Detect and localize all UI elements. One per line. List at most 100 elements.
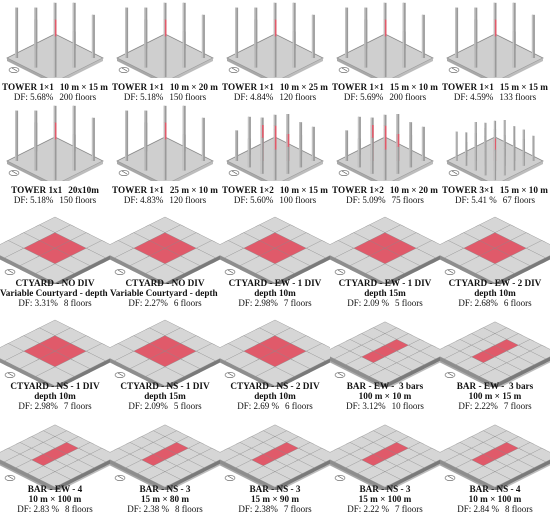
label-df: DF: 5.68% xyxy=(13,92,54,102)
massing-diagram xyxy=(116,2,214,78)
label-line: BAR - EW - 3 bars xyxy=(440,381,550,391)
tower xyxy=(235,130,239,161)
label-line: TOWER 1×2 10 m × 15 m xyxy=(220,185,330,195)
block-side xyxy=(495,273,515,284)
massing-diagram xyxy=(440,424,550,490)
block-side xyxy=(369,479,385,490)
tower xyxy=(72,2,76,49)
tower-light xyxy=(455,7,457,59)
label-line: BAR - NS - 3 xyxy=(110,484,220,494)
north-arrow-line xyxy=(7,269,14,274)
tower-light xyxy=(144,122,146,171)
tower-light xyxy=(201,117,204,161)
block-side xyxy=(310,461,326,474)
site-slab-edge xyxy=(283,58,323,78)
df-line: DF: 3.12% 10 floors xyxy=(330,401,440,411)
label-floors: 200 floors xyxy=(389,92,427,102)
label-line: TOWER 3×1 15 m × 10 m xyxy=(440,185,550,195)
morphology-cell: TOWER 1×1 10 m × 15 m DF: 5.68% 200 floors xyxy=(0,0,110,103)
tower-light xyxy=(163,36,165,78)
tower-light xyxy=(72,2,75,49)
tower xyxy=(72,105,76,152)
north-arrow-icon xyxy=(224,372,236,378)
tower xyxy=(512,2,516,49)
block-side xyxy=(518,467,534,480)
block xyxy=(365,263,405,284)
label-line: depth 10m xyxy=(0,391,110,401)
block xyxy=(258,471,292,488)
df-line: DF: 4.59% 133 floors xyxy=(440,92,550,102)
north-arrow-icon xyxy=(448,170,460,176)
north-arrow-icon xyxy=(334,269,346,275)
site-slab-edge xyxy=(63,58,103,78)
label-dims: 25 m × 10 m xyxy=(169,185,218,195)
block-side xyxy=(444,358,460,371)
label-title: BAR - EW - 3 bars xyxy=(346,381,424,391)
label-line: BAR - EW - 4 xyxy=(0,484,110,494)
tower-light xyxy=(474,19,476,68)
label-floors: 8 floors xyxy=(175,504,203,514)
tower-light xyxy=(421,126,424,161)
tower-light xyxy=(531,14,534,59)
north-arrow-icon xyxy=(8,67,20,73)
tower-light xyxy=(532,135,534,161)
label-floors: 5 floors xyxy=(395,298,423,308)
tower xyxy=(299,135,303,168)
label-floors: 150 floors xyxy=(169,92,207,102)
label-df: DF: 4.83% xyxy=(123,195,164,205)
tower xyxy=(493,150,497,181)
block-side xyxy=(416,257,436,272)
block-side xyxy=(35,376,55,387)
tower-light xyxy=(513,126,515,152)
tower xyxy=(182,2,186,49)
label-line: 10 m × 100 m xyxy=(0,494,110,504)
tower xyxy=(484,136,487,166)
block-side xyxy=(55,273,75,284)
df-line: DF: 2.98% 7 floors xyxy=(220,298,330,308)
morphology-cell: TOWER 1×1 25 m × 10 m DF: 4.83% 120 floors xyxy=(110,103,220,206)
tower xyxy=(91,117,95,161)
morphology-cell: TOWER 1×2 10 m × 20 m DF: 5.09% 75 floors xyxy=(330,103,440,206)
north-arrow-line xyxy=(117,269,124,274)
tower-light xyxy=(512,2,515,49)
label-title: BAR - EW - 4 xyxy=(27,484,83,494)
north-arrow-line xyxy=(451,170,458,175)
block-side xyxy=(35,273,55,284)
tower-red-light xyxy=(383,129,385,168)
block-side xyxy=(39,479,55,490)
massing-diagram xyxy=(0,424,110,490)
tower-light xyxy=(292,31,295,68)
tower xyxy=(125,110,129,161)
df-line: DF: 2.22 % 7 floors xyxy=(330,504,440,514)
tower xyxy=(34,19,38,68)
block-side xyxy=(510,265,530,280)
massing-diagram xyxy=(0,319,110,387)
morphology-cell: BAR - EW - 3 bars 100 m × 15 m DF: 2.22% 7 … xyxy=(440,309,550,412)
tower-light xyxy=(286,114,288,149)
morphology-cell: CTYARD - NS - 1 DIV depth 15m DF: 2.09% 5 f… xyxy=(110,309,220,412)
tower xyxy=(421,126,425,161)
tower xyxy=(383,149,387,181)
label-line: TOWER 1×1 10 m × 15 m xyxy=(0,82,110,92)
block-side xyxy=(145,376,165,387)
label-line: CTYARD - NS - 1 DIV xyxy=(0,381,110,391)
tower-red xyxy=(273,129,277,168)
tower-light xyxy=(91,14,94,59)
north-arrow-line xyxy=(341,170,348,175)
north-arrow-line xyxy=(337,475,344,480)
tower xyxy=(357,138,361,168)
tower xyxy=(247,116,251,155)
label-floors: 5 floors xyxy=(173,401,202,411)
block-side xyxy=(369,376,385,387)
tower-light xyxy=(286,146,288,174)
tower-light xyxy=(493,36,495,78)
block-side xyxy=(460,265,480,280)
df-line: DF: 2.83 % 8 floors xyxy=(0,504,110,514)
block-side xyxy=(334,257,354,272)
block-side xyxy=(130,265,150,280)
label-floors: 75 floors xyxy=(391,195,424,205)
block-side xyxy=(506,473,523,486)
tower xyxy=(144,122,148,171)
massing-diagram xyxy=(116,105,214,181)
massing-diagram xyxy=(226,2,324,78)
